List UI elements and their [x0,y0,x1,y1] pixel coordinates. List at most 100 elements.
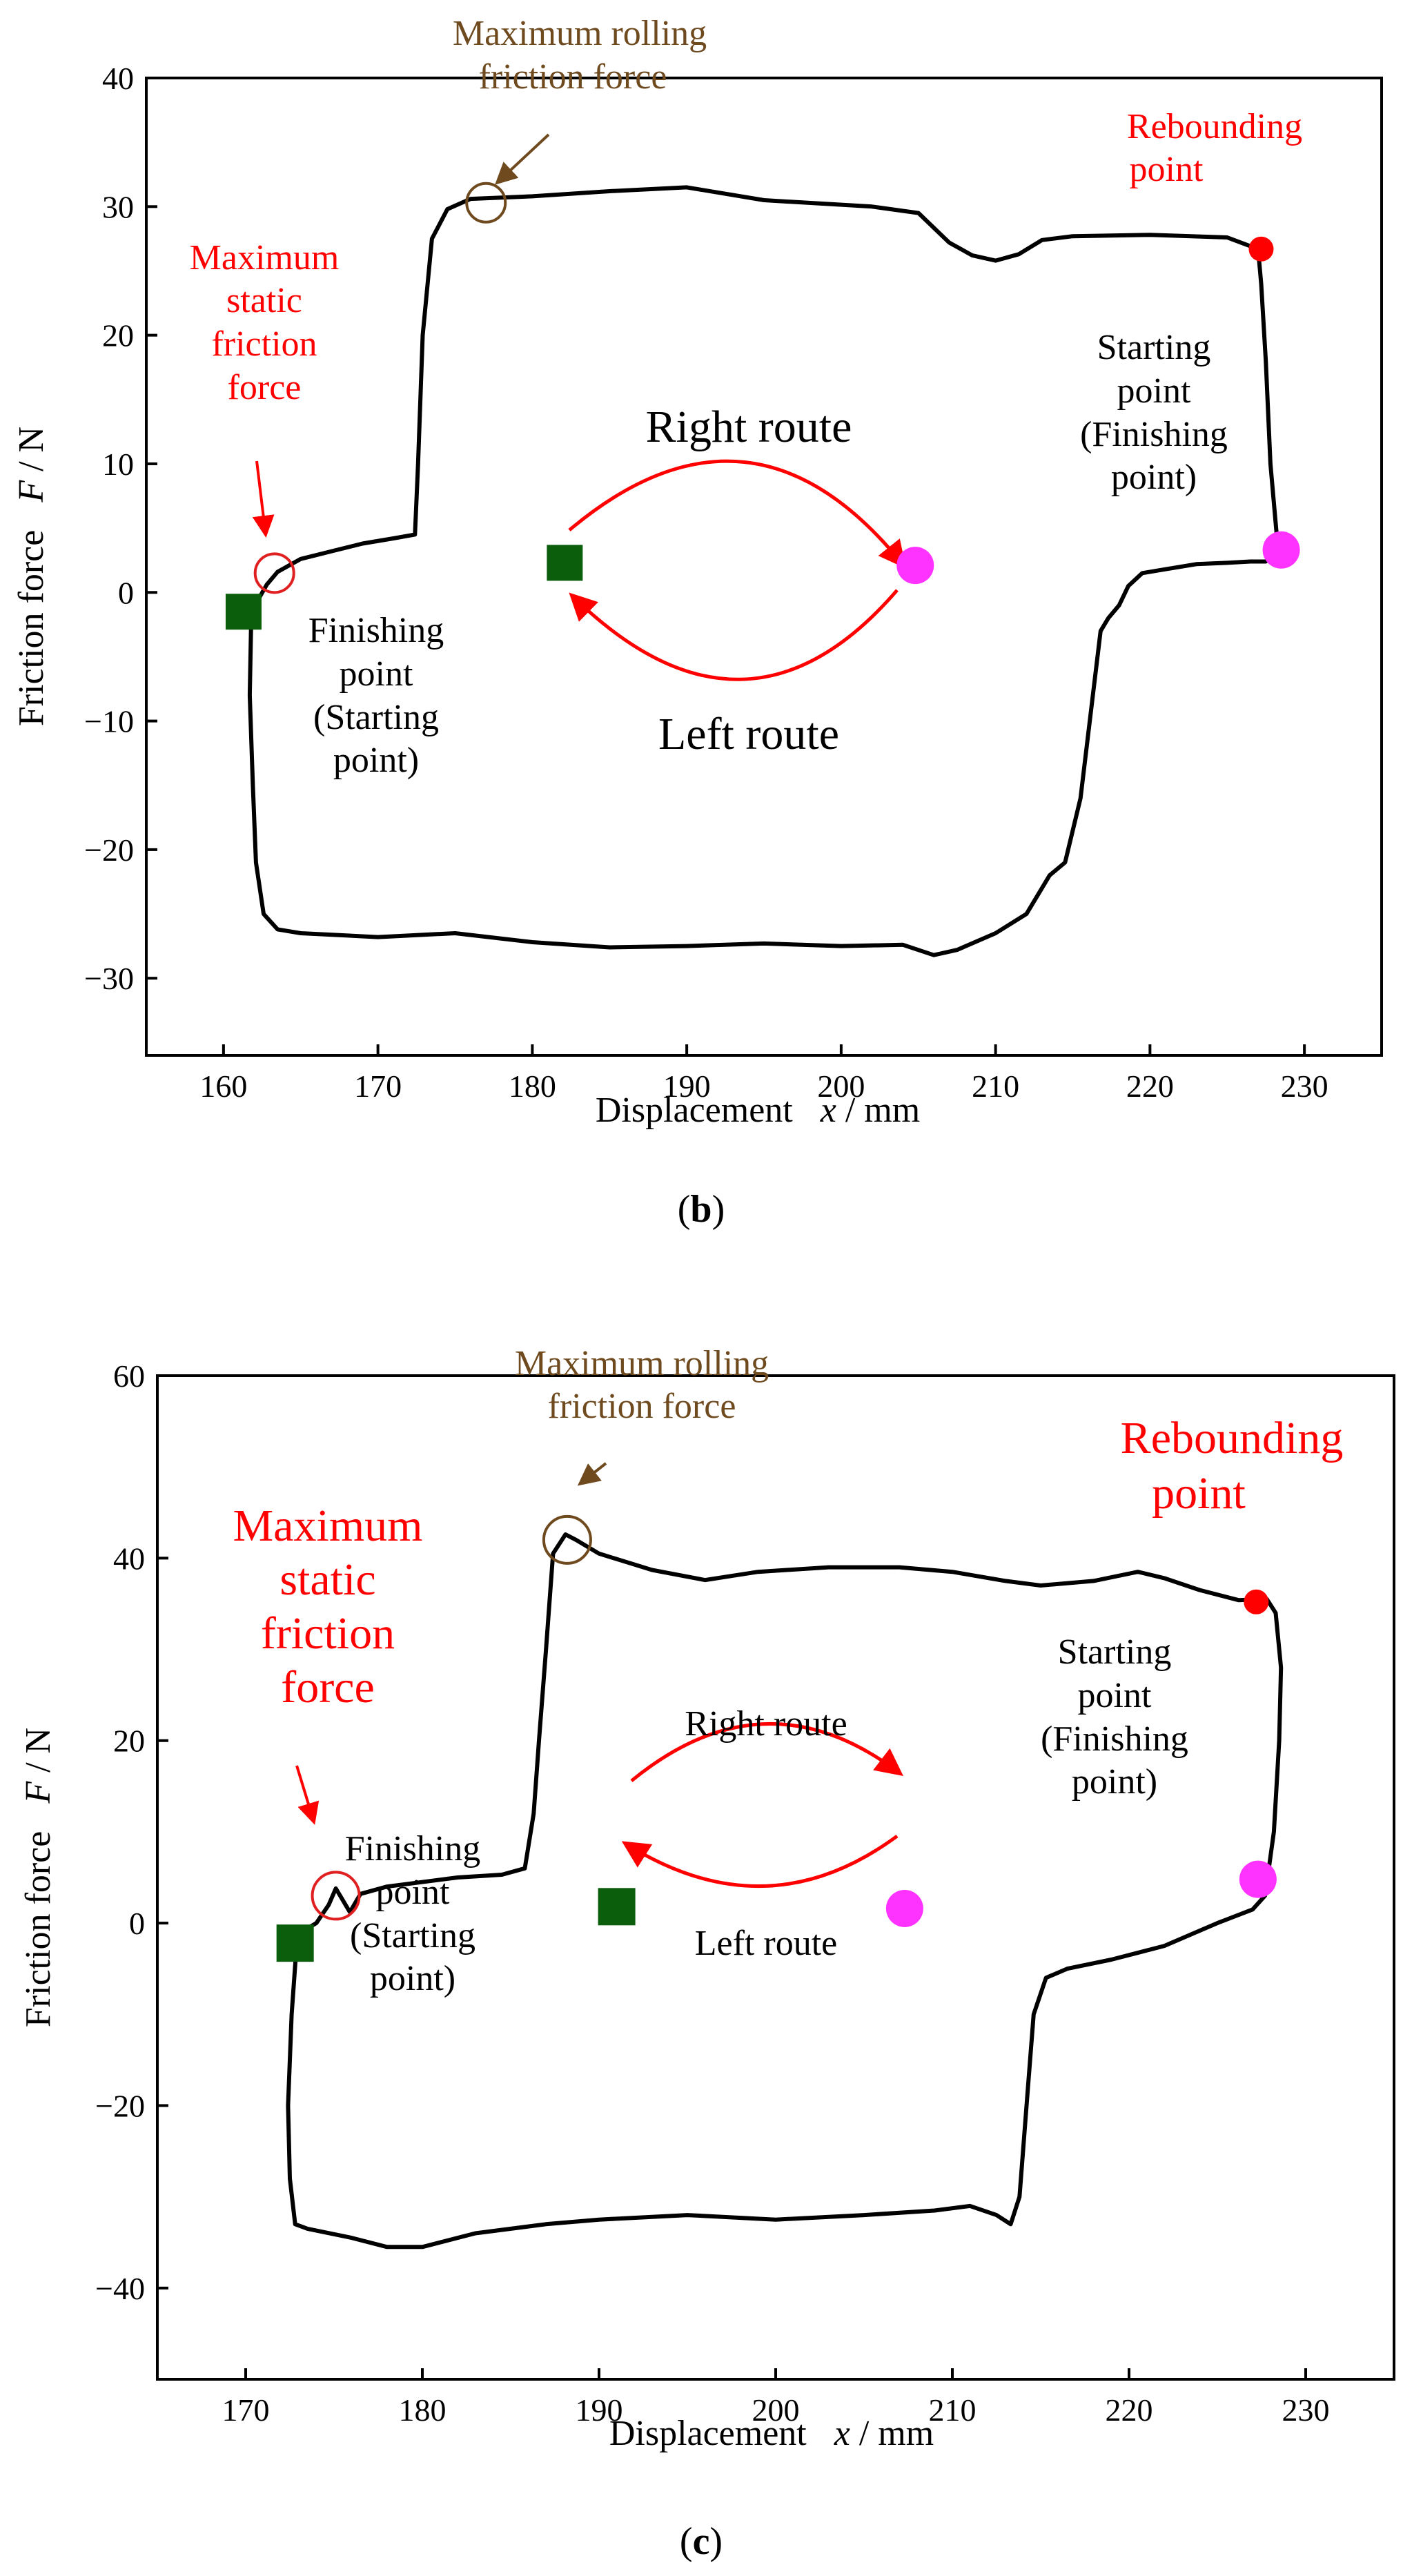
svg-text:force: force [281,1662,375,1713]
x-tick-label: 210 [972,1069,1019,1104]
annotation-rebound-c: Rebounding point [1121,1413,1344,1519]
arrow-rolling-c [577,1462,607,1486]
right-route-label-b: Right route [646,402,852,452]
x-tick-label: 210 [929,2392,977,2428]
friction-curve-c [286,1532,1284,2250]
plot-frame-b [145,77,1383,1057]
svg-text:point: point [376,1873,450,1912]
x-tick-label: 220 [1106,2392,1153,2428]
annotation-finishing-c: Finishing point (Starting point) [345,1829,481,1998]
y-tick-label: 40 [102,61,134,96]
right-route-arrow-b [568,459,907,569]
caption-b: (b) [678,1188,725,1231]
svg-text:force: force [228,368,302,407]
finishing-point-marker-c [276,1924,314,1962]
svg-text:Starting: Starting [1097,328,1211,367]
annotation-starting-b: Starting point (Finishing point) [1080,328,1228,497]
svg-text:static: static [226,281,302,320]
y-tick-label: 10 [102,447,134,482]
rebounding-point-marker-c [1244,1589,1269,1614]
x-ticks-b: 160 170 180 190 200 210 220 230 [199,1044,1328,1104]
annotation-rolling-c: Maximum rolling friction force [515,1344,769,1426]
x-tick-label: 230 [1281,1069,1328,1104]
annotation-starting-c: Starting point (Finishing point) [1041,1632,1188,1802]
svg-text:point): point) [1111,458,1197,497]
y-tick-label: 20 [102,318,134,353]
rebounding-point-marker-b [1248,236,1274,262]
y-tick-label: 0 [118,575,134,610]
left-route-label-b: Left route [658,709,839,759]
starting-point-marker-b [1262,531,1300,569]
annotation-static-c: Maximum static friction force [233,1501,423,1713]
svg-text:Starting: Starting [1058,1632,1172,1672]
x-tick-label: 220 [1126,1069,1174,1104]
x-tick-label: 200 [752,2392,800,2428]
y-tick-label: −40 [95,2271,145,2306]
annotation-rolling-b: Maximum rolling friction force [453,14,707,97]
x-tick-label: 180 [509,1069,556,1104]
x-tick-label: 180 [399,2392,447,2428]
svg-text:friction: friction [261,1608,395,1659]
svg-text:Finishing: Finishing [308,611,444,650]
y-tick-label: 60 [113,1358,145,1394]
x-tick-label: 230 [1282,2392,1330,2428]
y-axis-label-c: Friction forceF / N [19,1728,58,2027]
svg-text:Rebounding: Rebounding [1121,1413,1344,1463]
svg-text:friction force: friction force [479,57,667,97]
annotation-static-b: Maximum static friction force [190,238,340,407]
annotation-rebound-b: Rebounding point [1127,107,1302,189]
y-ticks-c: −40 −20 0 20 40 60 [95,1358,168,2306]
rolling-friction-marker-b [465,182,507,224]
x-axis-label-b: Displacement x / mm [596,1091,920,1130]
legend-square-marker-b [547,545,583,581]
svg-text:point): point) [1072,1762,1157,1802]
legend-circle-marker-b [896,547,934,585]
y-tick-label: 30 [102,189,134,224]
x-tick-label: 160 [199,1069,247,1104]
svg-text:point: point [1130,150,1204,189]
legend-square-marker-c [598,1888,636,1926]
right-route-label-c: Right route [685,1704,847,1744]
y-tick-label: −20 [95,2088,145,2123]
static-friction-marker-c [311,1871,361,1921]
svg-text:(Starting: (Starting [350,1916,475,1955]
left-route-label-c: Left route [695,1924,837,1963]
svg-text:point: point [1078,1676,1152,1715]
finishing-point-marker-b [225,594,262,630]
svg-text:point: point [340,654,413,694]
left-route-arrow-b [569,589,899,681]
x-ticks-c: 170 180 190 200 210 220 230 [222,2368,1330,2428]
svg-text:point: point [1117,371,1191,411]
annotation-finishing-b: Finishing point (Starting point) [308,611,444,780]
panel-b: 160 170 180 190 200 210 220 230 −30 −20 −10 0 10 20 3… [12,14,1383,1231]
svg-text:Maximum: Maximum [233,1501,423,1551]
svg-text:point): point) [370,1959,455,1998]
y-tick-label: 20 [113,1724,145,1759]
y-tick-label: 0 [129,1906,145,1941]
legend-circle-marker-c [885,1889,923,1927]
arrow-static-b [252,460,275,538]
svg-text:(Finishing: (Finishing [1080,415,1228,454]
y-tick-label: −10 [84,704,134,739]
svg-text:point: point [1152,1468,1246,1519]
arrow-static-c [295,1765,320,1825]
rolling-friction-marker-c [542,1514,592,1565]
x-axis-label-c: Displacement x / mm [609,2414,934,2453]
x-tick-label: 200 [817,1069,865,1104]
y-axis-label-b: Friction forceF / N [12,427,51,726]
arrow-rolling-b [495,133,550,185]
left-route-arrow-c [621,1834,899,1888]
right-route-arrow-c [630,1722,903,1782]
x-tick-label: 190 [576,2392,623,2428]
x-tick-label: 190 [663,1069,711,1104]
y-ticks-b: −30 −20 −10 0 10 20 30 40 [84,61,157,996]
caption-c: (c) [680,2520,723,2563]
starting-point-marker-c [1239,1860,1277,1898]
svg-text:Rebounding: Rebounding [1127,107,1302,146]
y-tick-label: −20 [84,832,134,868]
x-tick-label: 170 [354,1069,402,1104]
svg-text:(Finishing: (Finishing [1041,1719,1188,1759]
svg-text:static: static [279,1554,375,1605]
svg-text:Maximum rolling: Maximum rolling [515,1344,769,1383]
